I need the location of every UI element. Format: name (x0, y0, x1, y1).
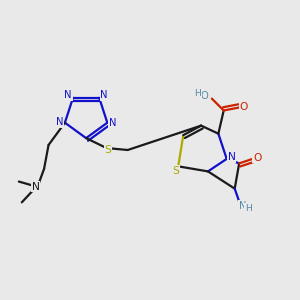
Text: N: N (64, 90, 72, 100)
Text: O: O (240, 102, 248, 112)
Text: H: H (245, 204, 252, 213)
Text: N: N (239, 201, 246, 211)
Text: N: N (109, 118, 116, 128)
Text: O: O (200, 91, 208, 101)
Text: H: H (194, 89, 201, 98)
Text: O: O (253, 153, 262, 163)
Text: N: N (32, 182, 40, 192)
Text: N: N (100, 90, 108, 100)
Text: N: N (227, 152, 236, 162)
Text: N: N (56, 117, 63, 127)
Text: S: S (104, 145, 111, 155)
Text: S: S (172, 166, 179, 176)
